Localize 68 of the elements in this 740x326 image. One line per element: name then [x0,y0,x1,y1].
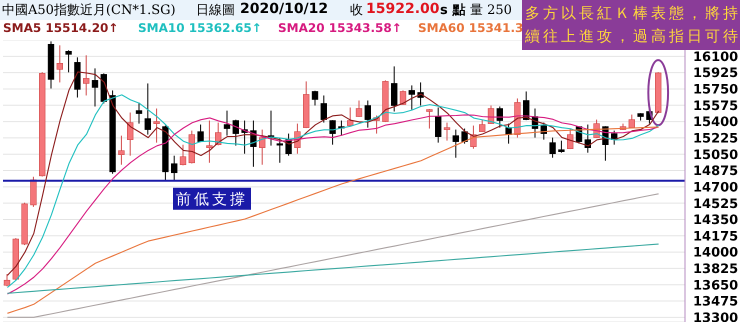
candlestick [347,106,354,127]
y-tick-label: 13475 [693,294,738,310]
line-series [6,193,660,318]
candlestick [444,122,450,142]
candlestick [259,129,266,166]
y-tick-label: 14175 [693,229,738,244]
y-tick-label: 15400 [693,115,738,130]
candlestick [171,155,178,182]
candlestick [452,129,459,158]
candlestick [127,112,134,156]
text: SMA10 15362.65↑ [138,21,262,35]
y-tick-label: 14000 [693,246,738,261]
candlestick [118,135,125,166]
candlestick [320,94,327,124]
candlestick [92,68,98,107]
candlestick [276,137,283,164]
candlestick [479,119,486,133]
candlestick [83,54,90,96]
y-tick-label: 14875 [693,164,738,180]
y-tick-label: 15750 [693,82,738,98]
y-tick-label: 15050 [693,148,738,163]
text: s 點 [440,2,466,19]
candlestick [628,114,635,129]
candlestick [65,50,72,73]
candlestick [426,108,433,130]
candlestick [496,106,503,128]
text: 日線圖 [196,2,235,19]
candlestick [312,90,318,106]
candlestick [180,144,186,166]
y-tick-label: 14525 [693,196,738,212]
text: SMA60 15341.3 [418,21,524,35]
candlestick [197,124,204,143]
text: SMA5 15514.20↑ [3,21,118,35]
text: 2020/10/12 [240,1,328,17]
text: SMA20 15343.58↑ [278,21,402,35]
line-series [6,71,660,276]
y-tick-label: 13300 [693,310,738,326]
y-tick-label: 16100 [693,50,738,65]
candlestick [4,274,10,287]
candlestick [391,66,398,112]
text: 收 [350,2,363,19]
candlestick [408,84,415,110]
y-tick-label: 15925 [693,66,738,82]
y-tick-label: 15575 [693,98,738,114]
text: 量 250 [470,2,512,19]
candlestick [153,108,160,144]
y-tick-label: 13650 [693,278,738,294]
candlestick [136,102,142,124]
candlestick [232,119,239,146]
y-tick-label: 13825 [693,262,738,278]
chart-title: 中國A50指數近月(CN*1.SG) [2,2,176,19]
candlestick [329,120,336,146]
candlestick [364,100,371,128]
candlestick [558,140,565,154]
candlestick [435,106,442,144]
text: 15922.00 [366,1,440,17]
candlestick [356,100,362,118]
annotation: 多方以長紅Ｋ棒表態，將持續往上進攻，過高指日可待 [525,2,740,48]
candlestick [549,137,556,158]
candlestick [224,110,230,136]
candlestick [144,82,151,136]
ref-line-label: 前低支撐 [176,190,248,208]
line-series [6,244,660,294]
candlestick [56,44,63,83]
candlestick [206,120,213,164]
y-tick-label: 14350 [693,213,738,228]
y-tick-label: 14700 [693,180,738,196]
y-tick-label: 15225 [693,132,738,146]
